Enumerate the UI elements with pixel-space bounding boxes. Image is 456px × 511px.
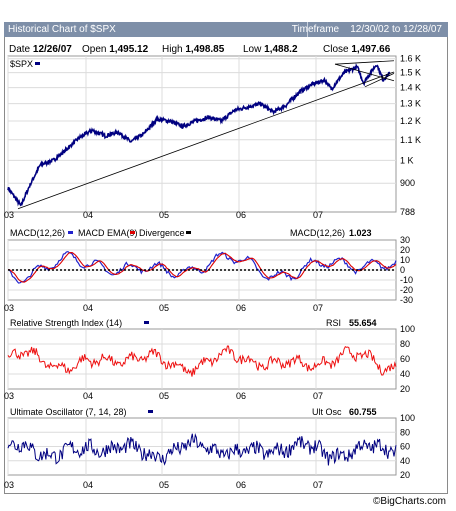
x-tick-label: 03 bbox=[4, 210, 14, 220]
x-tick-label: 07 bbox=[313, 210, 323, 220]
x-tick-label: 05 bbox=[159, 303, 169, 313]
uo-readout-value: 60.755 bbox=[349, 407, 377, 417]
timeframe-value: 12/30/02 to 12/28/07 bbox=[350, 24, 442, 35]
date-label: Date bbox=[9, 44, 31, 55]
rsi-y-tick-label: 40 bbox=[400, 369, 410, 379]
long-trendline bbox=[17, 71, 395, 210]
uo-y-tick-label: 40 bbox=[400, 456, 410, 466]
macd-legend-label: MACD(12,26) bbox=[10, 228, 65, 238]
x-tick-label: 06 bbox=[236, 303, 246, 313]
title-divider bbox=[307, 22, 308, 37]
uo-readout-label: Ult Osc bbox=[312, 407, 342, 417]
high-value: 1,498.85 bbox=[185, 44, 225, 55]
low-value: 1,488.2 bbox=[264, 44, 298, 55]
price-y-tick-label: 1 K bbox=[400, 155, 414, 165]
x-tick-label: 04 bbox=[83, 480, 93, 490]
timeframe: Timeframe 12/30/02 to 12/28/07 bbox=[292, 22, 442, 37]
date-value: 12/26/07 bbox=[32, 44, 72, 55]
macd-y-tick-label: 20 bbox=[400, 245, 410, 255]
x-tick-label: 06 bbox=[236, 480, 246, 490]
wedge-upper-line bbox=[334, 60, 395, 65]
rsi-y-tick-label: 60 bbox=[400, 354, 410, 364]
wedge-base-line bbox=[364, 73, 395, 88]
high-field: High 1,498.85 bbox=[162, 44, 224, 55]
price-legend-label: $SPX bbox=[10, 59, 33, 69]
rsi-y-tick-label: 100 bbox=[400, 324, 415, 334]
macd-legend-swatch bbox=[68, 231, 73, 234]
macd-y-tick-label: -30 bbox=[400, 295, 413, 305]
price-y-tick-label: 1.5 K bbox=[400, 68, 421, 78]
uo-line bbox=[7, 433, 397, 466]
close-label: Close bbox=[323, 44, 349, 55]
footer-credit: ©BigCharts.com bbox=[373, 496, 446, 507]
spx-price-line bbox=[7, 63, 391, 207]
timeframe-label: Timeframe bbox=[291, 24, 340, 35]
x-tick-label: 07 bbox=[313, 391, 323, 401]
x-tick-label: 06 bbox=[236, 210, 246, 220]
rsi-line bbox=[7, 345, 397, 377]
rsi-y-tick-label: 20 bbox=[400, 384, 410, 394]
uo-title-label: Ultimate Oscillator (7, 14, 28) bbox=[10, 407, 127, 417]
x-tick-label: 04 bbox=[83, 391, 93, 401]
x-tick-label: 03 bbox=[4, 480, 14, 490]
macd-ema-legend-label: MACD EMA(9) bbox=[78, 228, 138, 238]
open-field: Open 1,495.12 bbox=[82, 44, 148, 55]
rsi-readout-value: 55.654 bbox=[349, 318, 377, 328]
price-y-tick-label: 1.2 K bbox=[400, 116, 421, 126]
x-tick-label: 05 bbox=[159, 210, 169, 220]
high-label: High bbox=[162, 44, 183, 55]
macd-y-tick-label: -20 bbox=[400, 285, 413, 295]
title-bar: Historical Chart of $SPX Timeframe 12/30… bbox=[4, 22, 448, 37]
rsi-title-label: Relative Strength Index (14) bbox=[10, 318, 122, 328]
price-legend-swatch bbox=[35, 62, 40, 65]
macd-y-tick-label: -10 bbox=[400, 275, 413, 285]
uo-legend-swatch bbox=[148, 410, 153, 413]
macd-y-tick-label: 30 bbox=[400, 235, 410, 245]
x-tick-label: 07 bbox=[313, 480, 323, 490]
uo-y-tick-label: 80 bbox=[400, 427, 410, 437]
price-y-tick-label: 1.3 K bbox=[400, 99, 421, 109]
uo-y-tick-label: 20 bbox=[400, 470, 410, 480]
rsi-legend-swatch bbox=[144, 321, 149, 324]
low-label: Low bbox=[243, 44, 262, 55]
x-tick-label: 03 bbox=[4, 303, 14, 313]
date-field: Date 12/26/07 bbox=[9, 44, 72, 55]
x-tick-label: 04 bbox=[83, 210, 93, 220]
macd-line bbox=[7, 250, 397, 284]
macd-readout-value: 1.023 bbox=[349, 228, 372, 238]
divergence-legend-label: Divergence bbox=[139, 228, 185, 238]
macd-y-tick-label: 10 bbox=[400, 255, 410, 265]
macd-ema-legend-swatch bbox=[130, 231, 135, 234]
price-y-tick-label: 788 bbox=[400, 207, 415, 217]
x-tick-label: 05 bbox=[159, 480, 169, 490]
macd-readout-label: MACD(12,26) bbox=[290, 228, 345, 238]
panel-1-box bbox=[7, 55, 397, 213]
price-y-tick-label: 1.1 K bbox=[400, 135, 421, 145]
open-value: 1,495.12 bbox=[109, 44, 149, 55]
divergence-legend-swatch bbox=[186, 231, 191, 234]
price-y-tick-label: 1.4 K bbox=[400, 83, 421, 93]
x-tick-label: 03 bbox=[4, 391, 14, 401]
rsi-readout-label: RSI bbox=[326, 318, 341, 328]
x-tick-label: 07 bbox=[313, 303, 323, 313]
x-tick-label: 06 bbox=[236, 391, 246, 401]
low-field: Low 1,488.2 bbox=[243, 44, 298, 55]
rsi-y-tick-label: 80 bbox=[400, 339, 410, 349]
x-tick-label: 05 bbox=[159, 391, 169, 401]
open-label: Open bbox=[82, 44, 107, 55]
x-tick-label: 04 bbox=[83, 303, 93, 313]
chart-title: Historical Chart of $SPX bbox=[8, 24, 116, 35]
macd-y-tick-label: 0 bbox=[400, 265, 405, 275]
uo-y-tick-label: 60 bbox=[400, 442, 410, 452]
price-y-tick-label: 1.6 K bbox=[400, 54, 421, 64]
uo-y-tick-label: 100 bbox=[400, 413, 415, 423]
macd-ema-line bbox=[7, 252, 397, 283]
price-y-tick-label: 900 bbox=[400, 178, 415, 188]
close-field: Close 1,497.66 bbox=[323, 44, 390, 55]
close-value: 1,497.66 bbox=[351, 44, 391, 55]
